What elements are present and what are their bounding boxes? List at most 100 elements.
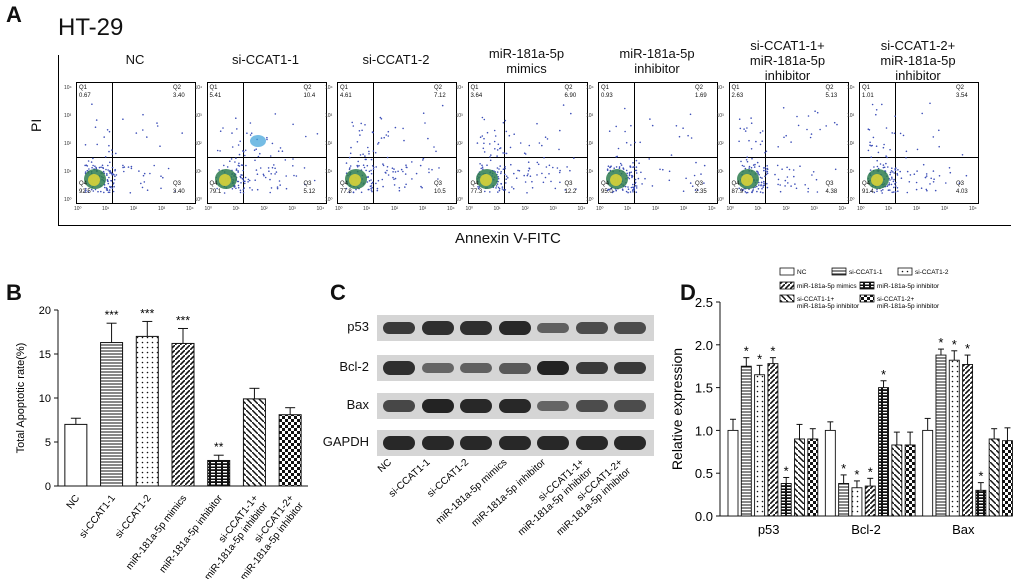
event-dot [392, 171, 394, 173]
event-dot [496, 149, 498, 151]
event-dot [481, 168, 484, 170]
event-dot [253, 159, 256, 162]
bar [754, 374, 766, 517]
gate-line-horizontal [599, 157, 717, 159]
category-label: Bcl-2 [851, 522, 881, 537]
event-dot [486, 131, 488, 134]
flow-plot-title: si-CCAT1-2+ miR-181a-5p inhibitor [880, 38, 956, 83]
significance-label: *** [105, 308, 119, 322]
event-dot [394, 177, 397, 180]
flow-x-tick: 10¹ [624, 206, 632, 212]
event-dot [682, 127, 684, 129]
event-dot [235, 169, 237, 171]
flow-x-tick: 10¹ [102, 206, 110, 212]
event-dot [630, 186, 633, 189]
population-peak [610, 174, 622, 186]
event-dot [896, 172, 898, 175]
event-dot [103, 191, 105, 194]
event-dot [234, 187, 237, 190]
event-dot [376, 187, 379, 190]
flow-x-tick: 10⁴ [708, 206, 716, 212]
event-dot [476, 185, 479, 188]
event-dot [948, 167, 951, 169]
quadrant-3-value: 5.12 [303, 189, 316, 195]
event-dot [386, 166, 389, 168]
event-dot [618, 166, 621, 168]
significance-label: * [854, 467, 859, 482]
event-dot [230, 132, 233, 134]
event-dot [752, 164, 754, 166]
event-dot [255, 169, 257, 171]
event-dot [632, 166, 634, 168]
event-dot [295, 175, 297, 177]
event-dot [103, 136, 105, 138]
bar [878, 387, 889, 517]
blot-band [421, 399, 454, 413]
event-dot [905, 150, 908, 153]
event-dot [766, 186, 768, 189]
event-dot [739, 160, 742, 163]
event-dot [372, 168, 375, 171]
event-dot [757, 188, 759, 190]
event-dot [352, 125, 355, 127]
event-dot [693, 174, 696, 177]
event-dot [149, 172, 151, 175]
event-dot [262, 174, 265, 177]
quadrant-3-name: Q3 [564, 181, 573, 187]
bar [838, 483, 850, 517]
event-dot [242, 191, 244, 194]
event-dot [103, 186, 106, 189]
event-dot [122, 118, 124, 120]
event-dot [778, 184, 781, 186]
event-dot [793, 183, 796, 185]
event-dot [403, 139, 405, 142]
event-dot [489, 159, 491, 162]
event-dot [215, 187, 218, 190]
event-dot [291, 123, 294, 126]
event-dot [535, 122, 538, 125]
event-dot [483, 190, 486, 193]
event-dot [761, 130, 763, 132]
event-dot [239, 189, 241, 192]
event-dot [493, 140, 495, 143]
event-dot [537, 163, 539, 166]
event-dot [745, 192, 747, 194]
population-peak [479, 174, 492, 186]
significance-label: * [757, 351, 762, 366]
event-dot [358, 164, 360, 167]
event-dot [504, 182, 507, 184]
event-dot [932, 170, 935, 172]
event-dot [867, 149, 870, 152]
event-dot [757, 173, 760, 176]
event-dot [111, 172, 113, 175]
event-dot [926, 189, 928, 192]
bar [935, 354, 947, 517]
event-dot [925, 173, 928, 175]
legend-label: si-CCAT1-2+ miR-181a-5p inhibitor [877, 296, 940, 310]
event-dot [875, 113, 877, 116]
event-dot [84, 164, 86, 167]
event-dot [507, 191, 510, 194]
quadrant-4-value: 87.9 [731, 189, 744, 195]
event-dot [371, 181, 374, 184]
event-dot [920, 187, 923, 189]
event-dot [607, 188, 610, 191]
event-dot [111, 149, 113, 151]
legend-label-line: si-CCAT1-2 [915, 269, 949, 276]
event-dot [611, 191, 614, 194]
event-dot [750, 148, 752, 150]
event-dot [113, 185, 115, 188]
event-dot [554, 187, 556, 190]
event-dot [633, 188, 635, 190]
event-dot [356, 164, 358, 167]
event-dot [478, 163, 481, 165]
event-dot [761, 186, 764, 188]
event-dot [244, 164, 247, 167]
event-dot [883, 143, 885, 146]
event-dot [103, 184, 106, 186]
event-dot [243, 182, 246, 185]
flow-x-label: Annexin V-FITC [455, 230, 561, 247]
event-dot [606, 169, 609, 171]
event-dot [525, 192, 528, 194]
event-dot [662, 168, 664, 171]
